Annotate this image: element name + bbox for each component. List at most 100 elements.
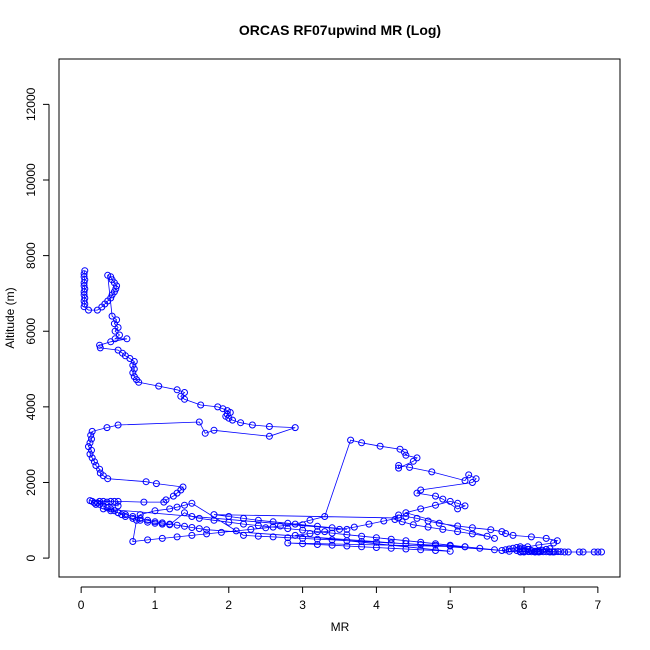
data-point: [162, 496, 170, 504]
data-point: [498, 547, 506, 554]
data-point: [80, 303, 88, 311]
data-point: [395, 462, 403, 469]
data-point: [265, 432, 273, 440]
data-point: [321, 513, 329, 520]
data-point: [461, 543, 469, 551]
y-tick-label: 8000: [24, 242, 38, 269]
data-point: [203, 530, 211, 538]
data-point: [86, 450, 94, 458]
x-tick-label: 3: [299, 598, 306, 612]
data-point: [195, 418, 203, 426]
data-point: [144, 516, 152, 524]
data-point: [513, 544, 521, 551]
data-point: [123, 335, 131, 343]
data-point: [129, 538, 137, 545]
x-tick-label: 2: [225, 598, 232, 612]
data-point: [118, 511, 126, 519]
data-point: [590, 548, 598, 556]
data-point: [417, 546, 425, 554]
data-point: [328, 529, 336, 537]
data-point: [491, 534, 498, 542]
data-point: [413, 454, 421, 462]
data-point: [561, 548, 569, 556]
data-point: [395, 511, 403, 519]
data-point: [461, 502, 469, 510]
data-point: [217, 528, 225, 536]
data-point: [391, 516, 399, 523]
data-point: [158, 534, 166, 542]
series-line: [83, 270, 602, 553]
data-point: [350, 523, 358, 531]
data-point: [99, 502, 107, 510]
data-point: [505, 545, 513, 553]
data-point: [432, 541, 439, 549]
data-point: [387, 539, 395, 547]
data-point: [498, 528, 506, 536]
data-point: [88, 427, 96, 435]
data-point: [188, 531, 196, 539]
data-point: [173, 503, 181, 511]
x-tick-label: 1: [152, 598, 159, 612]
data-point: [129, 514, 137, 522]
data-point: [166, 505, 174, 513]
data-point: [130, 365, 138, 373]
data-point: [439, 495, 447, 503]
data-point: [110, 507, 118, 515]
data-point: [575, 548, 583, 556]
data-point: [557, 548, 565, 556]
data-point: [483, 532, 491, 540]
data-point: [160, 498, 168, 506]
y-axis: 0 2000 4000 6000 8000 10000 12000: [24, 87, 50, 561]
data-point: [284, 525, 292, 533]
data-point: [417, 486, 425, 494]
data-point: [173, 521, 181, 529]
data-point: [502, 546, 510, 554]
data-point: [516, 548, 524, 556]
data-point: [96, 341, 104, 349]
data-point: [398, 518, 406, 526]
data-point: [88, 454, 96, 462]
data-point: [402, 513, 410, 520]
data-point: [269, 523, 277, 531]
data-point: [133, 516, 140, 524]
data-point: [417, 538, 425, 546]
data-point: [104, 271, 112, 279]
data-point: [269, 533, 277, 541]
data-point: [343, 537, 351, 545]
y-tick-label: 2000: [24, 469, 38, 496]
data-point: [173, 386, 181, 394]
data-point: [276, 522, 284, 530]
x-tick-label: 0: [78, 598, 85, 612]
data-point: [358, 543, 366, 551]
data-point: [130, 358, 138, 365]
data-point: [269, 518, 277, 526]
y-tick-label: 12000: [24, 87, 38, 121]
data-point: [108, 312, 116, 320]
data-point: [188, 499, 196, 507]
data-point: [417, 541, 425, 548]
data-point: [225, 414, 233, 422]
data-point: [181, 501, 188, 509]
data-point: [188, 513, 196, 520]
data-point: [502, 530, 510, 537]
data-point: [465, 471, 473, 479]
data-point: [107, 505, 115, 513]
y-tick-label: 0: [24, 554, 38, 561]
data-point: [136, 514, 144, 522]
data-point: [114, 497, 122, 505]
data-point: [395, 514, 403, 522]
data-point: [121, 513, 129, 520]
data-point: [107, 507, 115, 515]
data-point: [103, 424, 111, 432]
data-point: [380, 517, 388, 525]
data-point: [144, 518, 152, 526]
x-axis: 0 1 2 3 4 5 6 7: [78, 586, 602, 612]
data-point: [432, 492, 439, 500]
data-point: [195, 514, 203, 522]
data-point: [114, 509, 122, 517]
data-point: [291, 424, 299, 432]
data-point: [476, 544, 484, 552]
data-point: [542, 534, 550, 542]
data-point: [343, 542, 351, 550]
data-point: [111, 327, 119, 335]
